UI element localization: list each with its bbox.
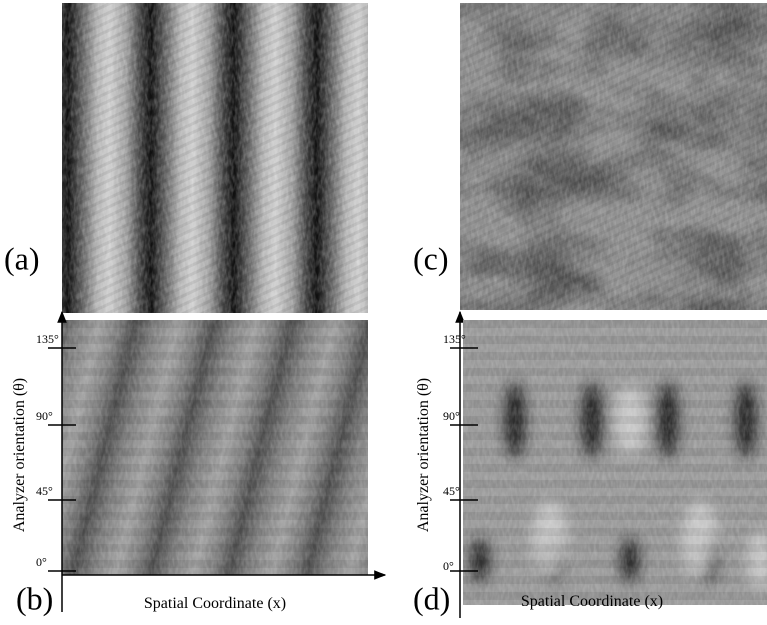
panel-a-image [62,3,368,313]
tick-label: 0° [443,559,454,573]
panel-label: (c) [413,240,449,276]
tick-label: 90° [443,409,460,423]
panel-d-image [463,320,767,605]
x-axis-label: Spatial Coordinate (x) [144,595,286,612]
panel-b-image [62,320,368,575]
tick-label: 135° [443,332,466,346]
panel-label: (b) [16,580,53,616]
tick-label: 45° [36,484,53,498]
tick-label: 135° [36,332,59,346]
y-axis-label: Analyzer orientation (θ) [415,378,432,532]
tick-label: 45° [443,484,460,498]
y-axis-label: Analyzer orientation (θ) [11,378,28,532]
tick-label: 0° [36,555,47,569]
ticks [48,347,76,572]
panel-c-image [460,3,767,310]
panel-label: (a) [4,240,40,276]
panel-label: (d) [413,580,450,616]
x-axis-label: Spatial Coordinate (x) [521,593,663,610]
ticks [450,347,478,572]
tick-label: 90° [36,409,53,423]
